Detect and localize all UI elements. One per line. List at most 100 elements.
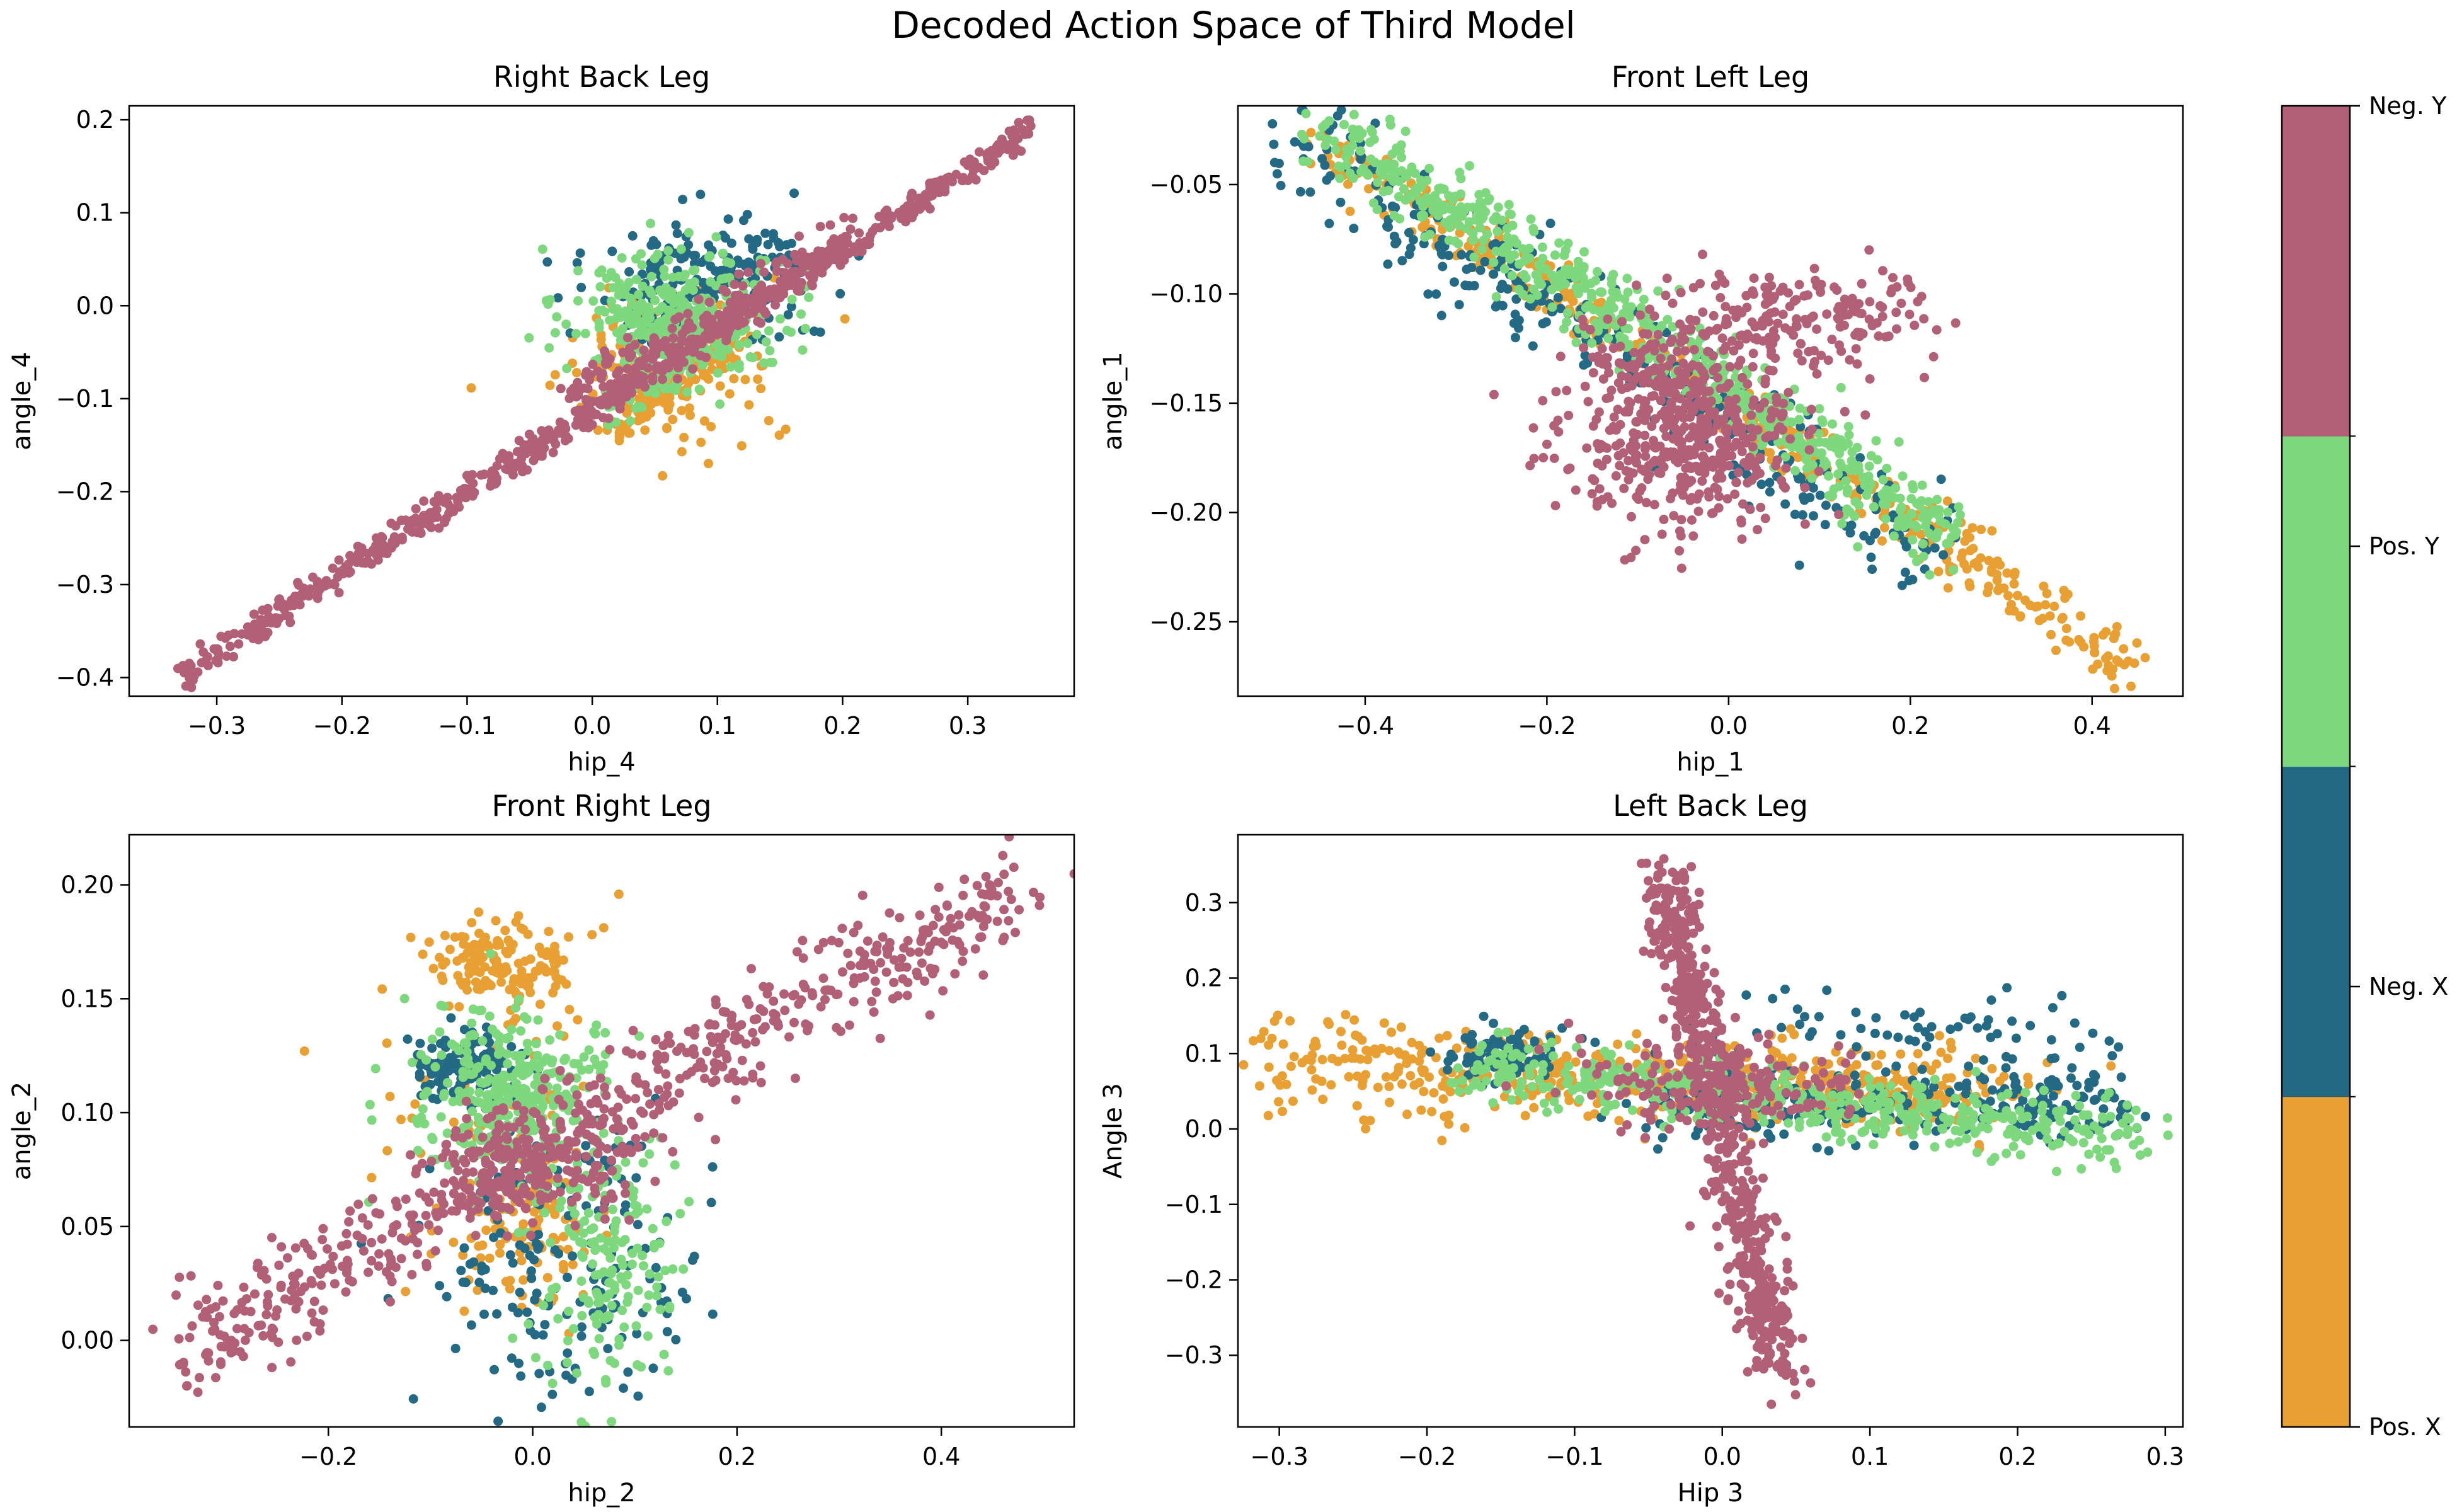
scatter-point [608, 283, 618, 293]
scatter-point [704, 297, 714, 307]
scatter-point [1604, 368, 1613, 378]
scatter-point [1397, 152, 1407, 163]
scatter-point [644, 302, 653, 312]
scatter-point [1464, 217, 1474, 227]
scatter-point [1699, 423, 1709, 433]
scatter-point [1790, 510, 1800, 519]
scatter-point [1657, 381, 1667, 391]
scatter-point [774, 238, 784, 248]
scatter-point [715, 381, 725, 391]
scatter-point [639, 345, 649, 355]
scatter-point [1896, 299, 1906, 309]
scatter-point [734, 360, 744, 369]
scatter-point [1680, 367, 1690, 377]
scatter-point [1794, 415, 1804, 425]
scatter-point [573, 1015, 583, 1025]
scatter-point [2109, 684, 2119, 694]
scatter-point [1624, 362, 1634, 372]
scatter-point [797, 267, 807, 277]
scatter-point [637, 403, 647, 412]
scatter-point [564, 1005, 575, 1014]
scatter-point [486, 949, 496, 959]
scatter-point [1753, 525, 1762, 535]
scatter-point [1732, 405, 1741, 415]
scatter-point [1491, 302, 1501, 312]
scatter-point [391, 521, 401, 531]
scatter-point [479, 1309, 489, 1319]
scatter-point [670, 314, 680, 324]
scatter-point [1571, 485, 1581, 495]
scatter-point [537, 244, 547, 255]
scatter-point [1624, 324, 1633, 334]
scatter-point [1717, 275, 1727, 285]
scatter-point [1821, 500, 1831, 510]
scatter-point [370, 1063, 381, 1074]
scatter-point [505, 1284, 515, 1294]
scatter-point [476, 470, 486, 480]
scatter-point [1675, 394, 1685, 404]
scatter-point [1579, 360, 1589, 370]
scatter-point [1792, 314, 1802, 324]
scatter-point [442, 1292, 452, 1302]
scatter-point [1676, 531, 1686, 541]
scatter-point [835, 289, 845, 299]
scatter-point [603, 1344, 613, 1354]
scatter-point [1881, 332, 1891, 342]
scatter-point [907, 188, 917, 198]
scatter-point [1418, 222, 1428, 232]
scatter-point [1629, 348, 1639, 357]
scatter-point [1601, 454, 1612, 464]
scatter-point [1636, 348, 1646, 358]
scatter-point [1690, 431, 1700, 441]
scatter-point [1889, 493, 1899, 503]
scatter-point [713, 267, 723, 277]
scatter-point [1594, 407, 1604, 417]
scatter-point [731, 301, 742, 311]
scatter-point [1365, 137, 1375, 147]
scatter-point [894, 207, 904, 217]
scatter-point [596, 335, 606, 345]
scatter-point [540, 1320, 550, 1330]
scatter-point [1675, 409, 1685, 418]
scatter-point [1387, 201, 1397, 211]
scatter-point [1009, 125, 1019, 135]
scatter-point [2046, 629, 2056, 639]
scatter-point [660, 272, 670, 282]
scatter-point [1842, 504, 1852, 514]
scatter-point [1950, 318, 1961, 328]
scatter-point [1872, 318, 1882, 328]
scatter-point [2065, 637, 2075, 647]
scatter-point [657, 366, 667, 376]
scatter-point [493, 1039, 503, 1049]
scatter-point [1698, 249, 1707, 260]
scatter-point [472, 1062, 483, 1072]
scatter-point [650, 295, 660, 306]
scatter-point [427, 1043, 437, 1053]
scatter-point [684, 227, 694, 238]
scatter-point [598, 923, 609, 933]
scatter-point [1434, 241, 1444, 251]
scatter-point [800, 324, 810, 333]
scatter-point [562, 364, 572, 374]
scatter-point [576, 1322, 587, 1332]
scatter-point [2107, 671, 2117, 681]
scatter-point [1392, 167, 1402, 177]
scatter-point [484, 1253, 495, 1263]
scatter-point [377, 984, 387, 994]
scatter-point [249, 609, 259, 619]
scatter-point [1373, 178, 1383, 187]
scatter-point [677, 406, 687, 416]
scatter-point [780, 268, 790, 278]
scatter-point [1269, 139, 1279, 149]
scatter-point [449, 1117, 459, 1127]
scatter-point [544, 1292, 554, 1302]
scatter-point [533, 1244, 543, 1254]
scatter-point [415, 527, 425, 537]
scatter-point [1538, 396, 1548, 406]
scatter-point [1385, 120, 1395, 130]
scatter-point [548, 966, 558, 976]
scatter-point [1661, 290, 1671, 301]
scatter-point [397, 535, 407, 545]
y-axis-label: angle_1 [1099, 352, 1128, 450]
scatter-point [297, 589, 307, 599]
